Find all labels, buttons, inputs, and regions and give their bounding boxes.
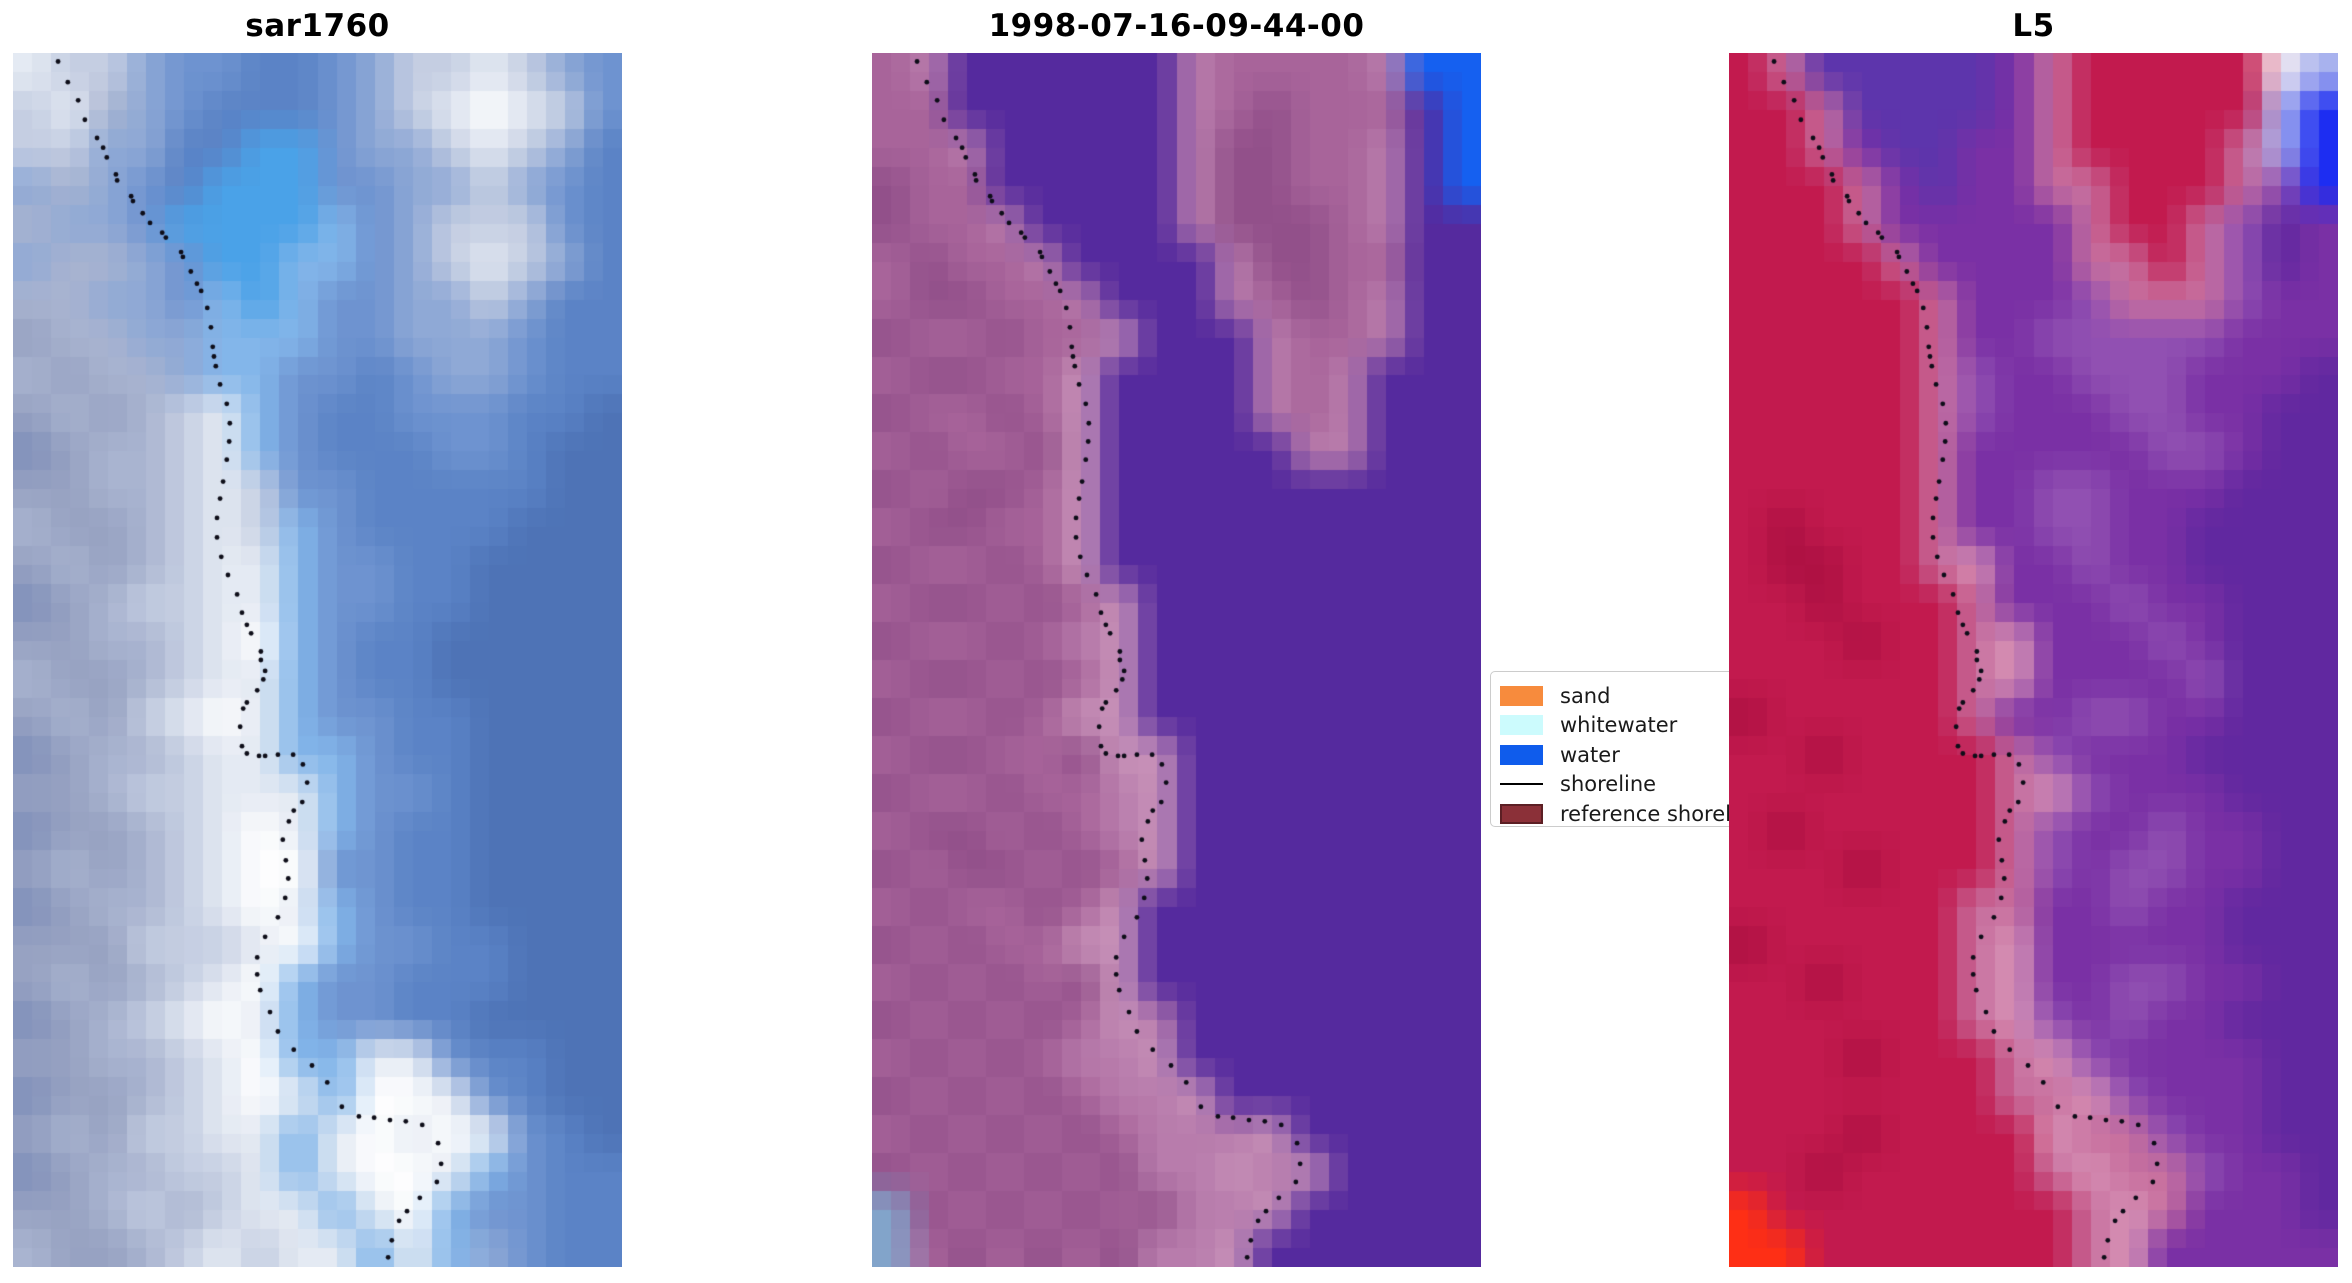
legend-item-water: water <box>1500 740 1764 770</box>
shoreline-line-icon <box>1500 783 1543 786</box>
panel-title-L5: L5 <box>2012 8 2055 44</box>
water-swatch-icon <box>1500 744 1543 765</box>
sand-swatch-icon <box>1500 685 1543 706</box>
panel-image-classified-date <box>872 53 1481 1267</box>
whitewater-swatch-icon <box>1500 715 1543 736</box>
legend-label-sand: sand <box>1560 683 1611 708</box>
legend-label-water: water <box>1560 742 1620 767</box>
panel-image-sar1760 <box>13 53 622 1267</box>
panel-title-classified-date: 1998-07-16-09-44-00 <box>988 8 1365 44</box>
reference-shoreline-swatch-icon <box>1500 803 1543 824</box>
legend-item-reference-shoreline: reference shoreline <box>1500 799 1764 829</box>
legend-label-shoreline: shoreline <box>1560 772 1657 797</box>
legend-item-sand: sand <box>1500 681 1764 711</box>
legend-item-whitewater: whitewater <box>1500 711 1764 741</box>
legend-item-shoreline: shoreline <box>1500 770 1764 800</box>
panel-title-sar1760: sar1760 <box>245 8 390 44</box>
panel-image-L5 <box>1729 53 2338 1267</box>
legend: sand whitewater water shoreline referenc… <box>1490 671 1775 827</box>
legend-label-whitewater: whitewater <box>1560 713 1678 738</box>
